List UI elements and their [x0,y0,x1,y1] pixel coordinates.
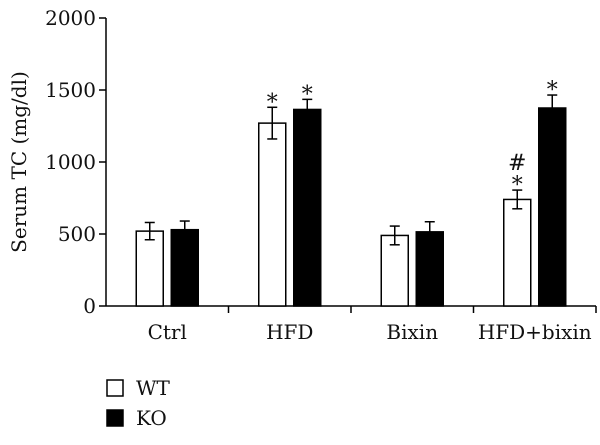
significance-asterisk: * [547,78,558,103]
bar-wt-hfd [258,122,287,307]
error-bars [144,94,558,246]
y-tick-label: 500 [58,222,96,246]
legend: WT KO [106,376,171,430]
bar-ko-ctrl [170,228,199,307]
x-tick-label: Ctrl [148,320,187,344]
y-ticks: 0 500 1000 1500 2000 [45,6,106,318]
significance-asterisk: * [267,90,278,115]
legend-swatch-wt [106,379,124,397]
y-tick-label: 1500 [45,78,96,102]
bar-ko-hfd [293,108,322,307]
y-tick-label: 0 [83,294,96,318]
bar-wt-ctrl [135,230,164,307]
y-axis-title: Serum TC (mg/dl) [7,71,31,253]
x-tick-label: HFD+bixin [478,320,592,344]
plot-area: 0 500 1000 1500 2000 Ctrl HFD Bixin HFD+bixin *… [45,6,597,344]
bar-wt-hfd-bixin [503,198,532,307]
significance-asterisk: * [302,82,313,107]
bar-wt-bixin [380,234,409,307]
bar-ko-hfd-bixin [538,107,567,307]
significance-annotations: * **#* [267,78,558,198]
bars [135,107,567,307]
significance-asterisk: * [512,173,523,198]
bar-ko-bixin [415,231,444,307]
y-tick-label: 1000 [45,150,96,174]
legend-label-wt: WT [136,376,171,400]
legend-swatch-ko [106,409,124,427]
x-ticks: Ctrl HFD Bixin HFD+bixin [148,306,597,344]
legend-label-ko: KO [136,406,167,430]
significance-hash: # [508,151,526,176]
x-tick-label: HFD [266,320,313,344]
y-tick-label: 2000 [45,6,96,30]
x-tick-label: Bixin [386,320,438,344]
